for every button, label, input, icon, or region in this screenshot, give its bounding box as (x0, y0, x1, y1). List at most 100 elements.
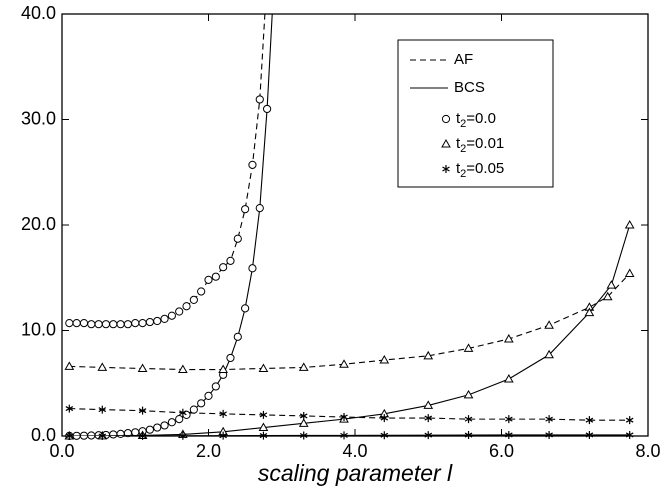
data-point (625, 430, 634, 439)
data-point (263, 104, 272, 114)
data-point (340, 413, 348, 422)
data-point (298, 362, 309, 371)
data-point (259, 410, 268, 419)
legend-marker (441, 138, 451, 148)
data-point (160, 314, 169, 323)
data-point (211, 382, 220, 391)
data-point (340, 431, 348, 440)
legend-label: t2=0.0 (456, 110, 496, 130)
data-point (65, 319, 74, 328)
data-point (153, 423, 162, 432)
data-point (175, 307, 184, 316)
y-tick-label: 0.0 (31, 425, 56, 445)
data-point (545, 415, 553, 424)
y-tick-label: 40.0 (21, 3, 56, 23)
legend-label-main: t (456, 160, 461, 177)
data-point (87, 320, 96, 329)
legend-label-rest: =0.0 (466, 110, 496, 127)
data-point (255, 95, 264, 104)
data-point (424, 431, 433, 440)
data-point (160, 421, 169, 430)
x-tick-label: 8.0 (635, 441, 660, 461)
legend-label-main: t (456, 110, 461, 127)
data-point (463, 389, 474, 399)
data-point (380, 414, 389, 423)
data-point (464, 431, 473, 440)
data-point (79, 319, 89, 328)
data-point (218, 364, 229, 374)
data-point (544, 349, 554, 359)
data-point (65, 432, 74, 440)
data-point (182, 302, 191, 311)
data-point (258, 363, 269, 372)
data-point (131, 319, 140, 328)
data-point (380, 431, 389, 440)
y-tick-label: 20.0 (21, 214, 56, 234)
data-point (255, 204, 264, 213)
data-point (167, 418, 176, 427)
data-point (423, 350, 434, 360)
data-point (602, 291, 613, 301)
data-point (299, 411, 308, 420)
data-point (98, 432, 107, 440)
y-tick-label: 30.0 (21, 108, 56, 128)
data-point (175, 415, 184, 424)
data-point (584, 307, 595, 317)
data-point (233, 332, 242, 341)
data-point (423, 400, 434, 409)
data-point (248, 160, 257, 169)
data-point (197, 399, 206, 408)
data-point (179, 431, 187, 440)
data-point (137, 363, 148, 372)
legend-label: BCS (454, 79, 485, 96)
data-point (131, 428, 140, 437)
data-point (189, 405, 198, 414)
data-point (65, 404, 74, 413)
data-point (226, 256, 235, 265)
data-point (233, 234, 242, 243)
data-point (545, 430, 553, 439)
data-point (197, 287, 206, 296)
data-point (219, 409, 227, 418)
data-point (109, 430, 118, 439)
x-axis-label: scaling parameter l (258, 460, 453, 486)
data-point (167, 311, 176, 320)
plot-frame (61, 13, 649, 437)
data-point (505, 430, 513, 439)
data-point (298, 418, 309, 427)
x-tick-label: 6.0 (489, 441, 514, 461)
legend-marker (442, 165, 450, 173)
data-point (211, 272, 220, 281)
data-point (241, 304, 250, 313)
y-tick-label: 10.0 (21, 319, 56, 339)
data-point (97, 362, 108, 371)
x-tick-label: 4.0 (342, 441, 367, 461)
data-point (503, 333, 514, 343)
data-point (505, 415, 513, 424)
data-point (138, 406, 147, 415)
data-point (189, 295, 198, 305)
series-line (69, 224, 631, 436)
legend-label-rest: =0.01 (466, 135, 504, 152)
legend-label-sub: 2 (460, 118, 466, 130)
legend-label: AF (454, 51, 473, 68)
data-point (109, 320, 118, 329)
data-point (379, 355, 390, 364)
data-point (503, 374, 514, 383)
data-point (339, 359, 349, 368)
legend-marker (441, 114, 451, 124)
data-point (145, 425, 154, 434)
data-point (463, 343, 474, 352)
data-point (219, 263, 228, 272)
data-point (204, 391, 213, 401)
legend-box (397, 39, 554, 188)
data-point (226, 353, 235, 363)
data-point (624, 219, 635, 229)
data-point (179, 408, 187, 417)
x-tick-label: 0.0 (49, 441, 74, 461)
data-point (64, 361, 75, 370)
legend-label: t2=0.05 (456, 160, 504, 180)
data-point (424, 414, 433, 423)
